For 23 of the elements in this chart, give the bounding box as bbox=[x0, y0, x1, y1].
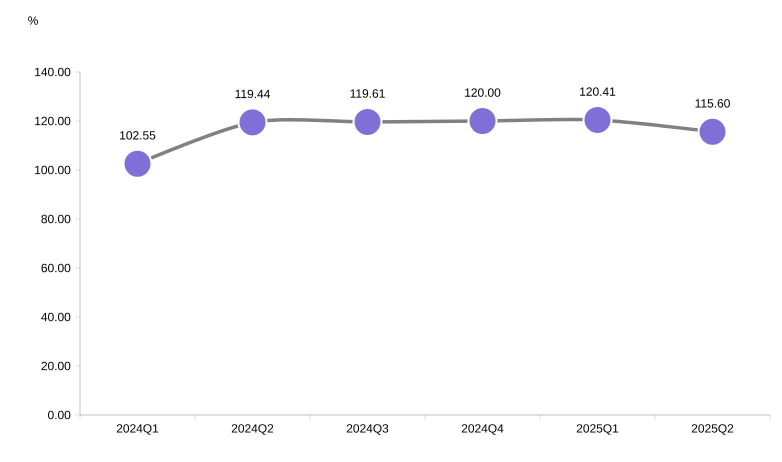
x-tick-label: 2024Q1 bbox=[116, 424, 158, 435]
data-label: 120.00 bbox=[465, 88, 500, 97]
y-tick-label: 0.00 bbox=[48, 410, 70, 420]
y-tick-label: 120.00 bbox=[35, 116, 70, 126]
x-tick-label: 2024Q3 bbox=[346, 424, 388, 435]
y-tick-label: 100.00 bbox=[35, 166, 70, 174]
data-label: 120.41 bbox=[580, 87, 616, 96]
x-tick-label: 2025Q1 bbox=[576, 424, 618, 435]
y-tick-label: 20.00 bbox=[41, 362, 70, 370]
x-tick-label: 2024Q4 bbox=[462, 424, 504, 435]
point bbox=[122, 148, 152, 179]
point bbox=[238, 107, 268, 138]
data-label: 119.61 bbox=[350, 89, 385, 98]
data-label: 102.55 bbox=[120, 131, 156, 140]
data-label: 115.60 bbox=[696, 99, 730, 108]
x-tick-label: 2024Q2 bbox=[232, 424, 274, 435]
y-tick-label: 40.00 bbox=[41, 312, 70, 322]
y-tick-label: 60.00 bbox=[42, 264, 70, 272]
y-axis-title: % bbox=[28, 16, 38, 25]
data-label: 119.44 bbox=[236, 90, 270, 98]
y-tick-label: 140.00 bbox=[35, 68, 70, 76]
y-tick-label: 80.00 bbox=[41, 214, 70, 224]
x-tick-label: 2025Q2 bbox=[692, 424, 734, 435]
